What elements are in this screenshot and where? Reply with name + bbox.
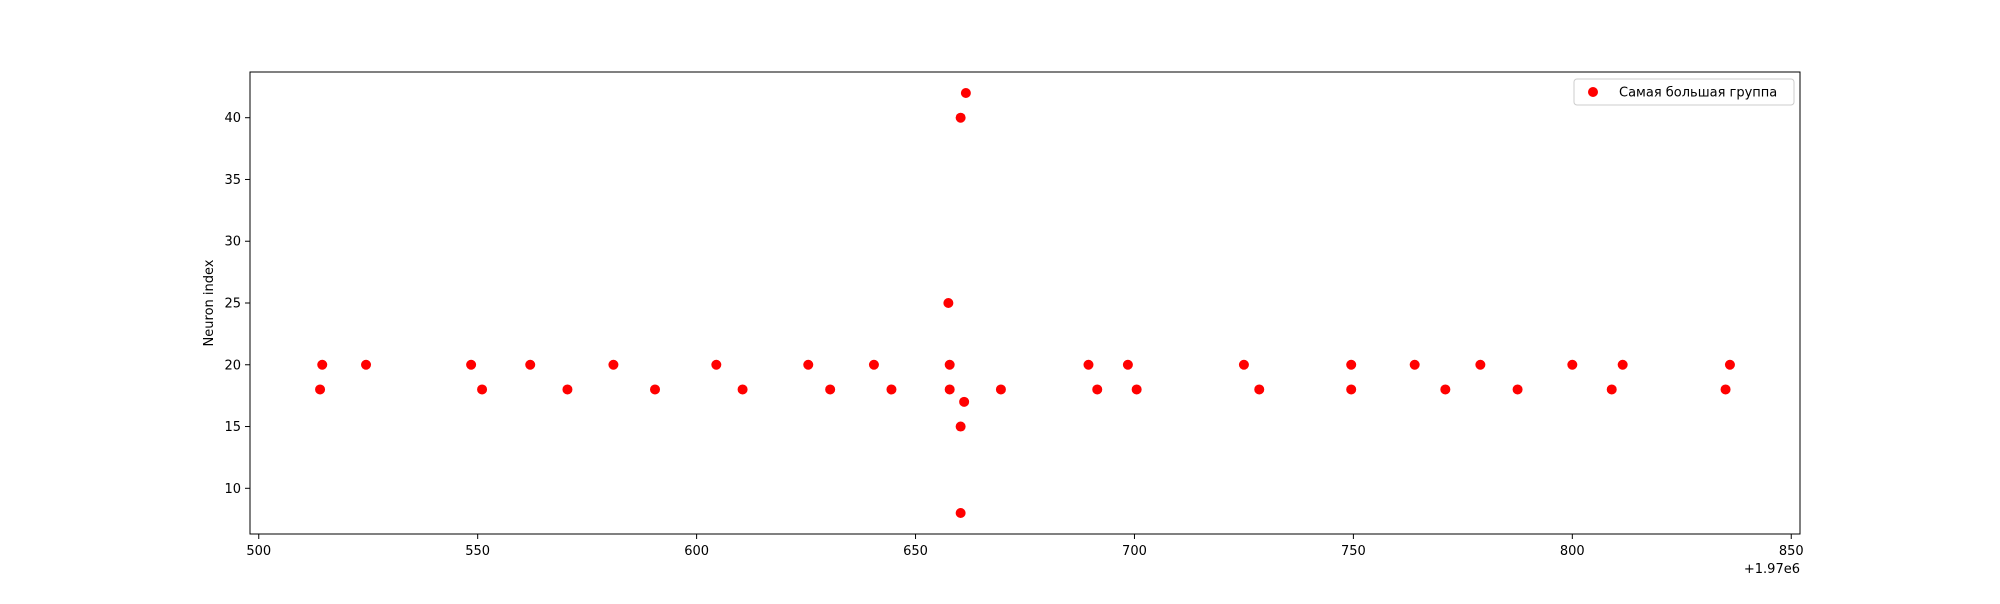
scatter-point[interactable] [1512,384,1523,395]
data-points [315,88,1735,518]
scatter-point[interactable] [1346,384,1357,395]
scatter-point[interactable] [886,384,897,395]
x-tick-label: 700 [1122,544,1147,559]
scatter-point[interactable] [477,384,488,395]
scatter-point[interactable] [1083,359,1094,370]
scatter-point[interactable] [825,384,836,395]
x-tick-label: 600 [684,544,709,559]
scatter-point[interactable] [959,396,970,407]
y-axis-label: Neuron index [202,259,217,346]
scatter-point[interactable] [1440,384,1451,395]
x-tick-label: 500 [246,544,271,559]
scatter-point[interactable] [1567,359,1578,370]
scatter-point[interactable] [361,359,372,370]
x-tick-label: 850 [1779,544,1804,559]
scatter-point[interactable] [1606,384,1617,395]
plot-frame [249,71,1801,535]
scatter-point[interactable] [943,298,954,308]
y-tick-label: 20 [224,358,241,373]
scatter-point[interactable] [944,384,955,395]
legend-label: Самая большая группа [1619,86,1777,101]
scatter-point[interactable] [995,384,1006,395]
x-tick-label: 650 [903,544,928,559]
y-tick-label: 40 [224,111,241,126]
scatter-point[interactable] [944,359,955,370]
scatter-point[interactable] [608,359,619,370]
scatter-point[interactable] [737,384,748,395]
scatter-point[interactable] [955,508,966,518]
scatter-point[interactable] [1346,359,1357,370]
y-tick-label: 35 [224,173,241,188]
x-tick-label: 750 [1341,544,1366,559]
x-tick-label: 800 [1560,544,1585,559]
scatter-point[interactable] [1724,359,1735,370]
scatter-point[interactable] [466,359,477,370]
scatter-point[interactable] [711,359,722,370]
scatter-point[interactable] [955,112,966,123]
scatter-point[interactable] [315,384,326,395]
scatter-point[interactable] [562,384,573,395]
scatter-point[interactable] [868,359,879,370]
scatter-point[interactable] [955,421,966,432]
legend[interactable]: Самая большая группа [1573,78,1795,106]
scatter-point[interactable] [1475,359,1486,370]
scatter-point[interactable] [650,384,661,395]
scatter-point[interactable] [960,88,971,98]
y-tick-label: 15 [224,420,241,435]
y-tick-label: 30 [224,235,241,250]
scatter-point[interactable] [1617,359,1628,370]
scatter-point[interactable] [1131,384,1142,395]
x-axis-offset-label: +1.97e6 [1744,562,1800,577]
scatter-point[interactable] [1720,384,1731,395]
y-tick-label: 10 [224,482,241,497]
y-tick-label: 25 [224,297,241,312]
scatter-point[interactable] [1409,359,1420,370]
legend-box [1573,78,1795,106]
scatter-point[interactable] [1122,359,1133,370]
scatter-point[interactable] [1092,384,1103,395]
y-axis: 10 15 20 25 30 35 40 [224,111,250,497]
scatter-point[interactable] [525,359,536,370]
legend-marker [1588,87,1598,97]
scatter-point[interactable] [1254,384,1265,395]
x-tick-label: 550 [465,544,490,559]
scatter-point[interactable] [317,359,328,370]
scatter-point[interactable] [1238,359,1249,370]
x-axis: 500 550 600 650 700 750 800 850 [246,534,1804,559]
scatter-point[interactable] [803,359,814,370]
